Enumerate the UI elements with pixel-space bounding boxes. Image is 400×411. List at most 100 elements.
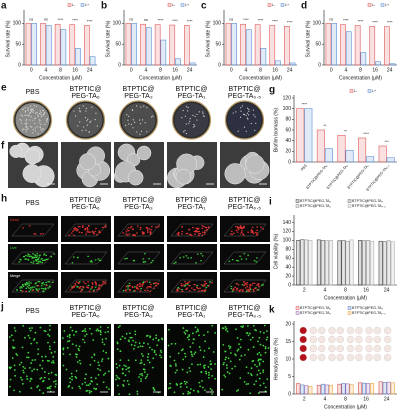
colony (187, 106, 189, 109)
x-tick-label: 8 (344, 396, 347, 402)
cell (81, 330, 84, 332)
cell (85, 384, 88, 387)
cell (252, 346, 255, 348)
cell (134, 341, 137, 344)
cell (160, 356, 163, 359)
stain (76, 230, 78, 232)
cell (198, 346, 201, 348)
stain (122, 232, 125, 234)
bar (240, 23, 246, 66)
stain (232, 289, 234, 291)
stain (39, 261, 42, 263)
cell (36, 368, 39, 371)
cell (251, 336, 254, 339)
box-outline (223, 223, 267, 237)
cell (75, 356, 78, 358)
cell (191, 355, 194, 358)
cell (146, 373, 149, 376)
significance-label: **** (158, 19, 164, 23)
stain (26, 255, 29, 257)
x-tick-label: 2 (303, 287, 306, 293)
stain (236, 226, 239, 228)
cell (262, 344, 265, 347)
cell (129, 336, 132, 339)
stain (253, 282, 256, 284)
cell (240, 354, 243, 357)
stain (134, 234, 136, 237)
cell (207, 371, 210, 374)
cell (14, 329, 17, 332)
stain (37, 290, 40, 292)
cell (19, 376, 22, 379)
stain (85, 233, 87, 235)
colony (27, 110, 29, 112)
cell (48, 328, 51, 331)
cell (239, 346, 242, 349)
cell (247, 325, 249, 327)
cell (209, 360, 212, 363)
cell (123, 379, 126, 382)
stain (99, 231, 102, 233)
cell (90, 390, 93, 393)
colony (31, 126, 33, 128)
stain (99, 259, 102, 261)
cell (81, 383, 84, 385)
column-label: PEG-TA₀.₅ (228, 312, 261, 319)
stain (78, 287, 80, 289)
cell (34, 359, 37, 361)
stain (126, 257, 128, 259)
stain (235, 283, 238, 285)
legend-label: BTPTIC@PEG-TA₁ (300, 311, 332, 315)
stain (53, 253, 56, 255)
cell (208, 347, 210, 350)
cell (235, 390, 238, 392)
cell (223, 374, 226, 377)
bar (308, 385, 313, 395)
stain (149, 233, 152, 235)
box-outline (11, 223, 55, 237)
colony (36, 112, 38, 114)
stain (198, 230, 200, 233)
stain (255, 287, 257, 289)
cell (70, 372, 73, 375)
legend-label: BTPTIC@PEG-TA₁ (300, 204, 332, 208)
colony (202, 115, 204, 117)
significance-label: ns (44, 17, 48, 21)
stain (246, 286, 249, 288)
cell (99, 329, 102, 332)
bar (31, 23, 37, 66)
cell (143, 371, 146, 374)
stain (230, 230, 233, 232)
stain (76, 257, 79, 259)
bar (345, 149, 354, 163)
stain (240, 231, 243, 233)
cell (52, 355, 55, 358)
x-tick-label: 0 (330, 67, 333, 73)
bar (284, 26, 290, 66)
x-tick-label: 8 (159, 67, 162, 73)
bar (84, 25, 90, 66)
cell (116, 366, 118, 369)
significance-label: **** (363, 132, 369, 136)
stain (203, 225, 205, 228)
colony (27, 127, 29, 129)
cell (140, 352, 143, 355)
stain (35, 259, 38, 262)
bar (384, 26, 390, 66)
cell (62, 364, 65, 367)
cell (250, 367, 253, 370)
stain (95, 284, 98, 286)
colony (21, 129, 24, 131)
legend-swatch (367, 3, 372, 7)
stain (28, 256, 31, 258)
stain (68, 234, 71, 236)
y-tick-label: 60 (285, 256, 291, 262)
cell (180, 382, 183, 385)
stain (207, 284, 209, 287)
cell (119, 324, 121, 327)
stain (185, 288, 187, 290)
bar (304, 239, 309, 286)
stain (260, 226, 262, 228)
stain (231, 290, 234, 292)
cell (99, 333, 102, 336)
